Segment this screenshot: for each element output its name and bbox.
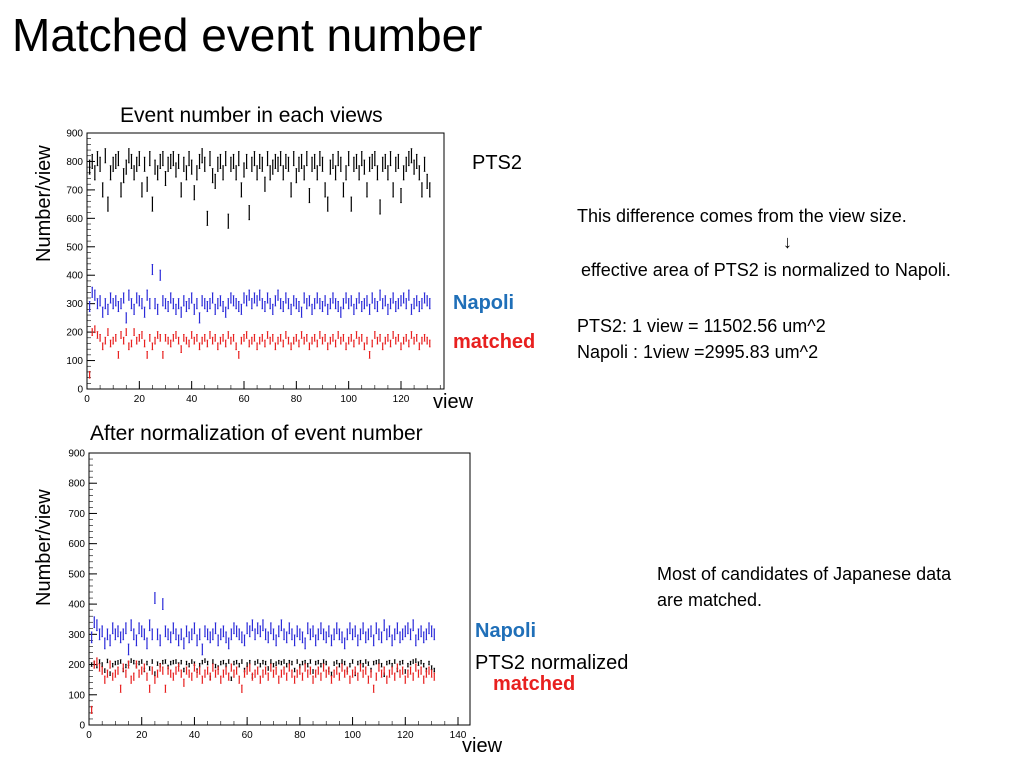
chart-1: 0 100 200 300 400 500 600 700 800 900 0 20 40 60 80 100…: [66, 129, 445, 405]
series-pts2: [88, 148, 431, 229]
y-tick-label: 800: [66, 157, 83, 168]
note-normalized: effective area of PTS2 is normalized to …: [581, 260, 951, 280]
bottom-legend-matched: matched: [493, 673, 576, 695]
x-tick-label: 0: [84, 394, 90, 405]
x-tick-label: 120: [393, 394, 410, 405]
y-tick-label: 700: [66, 185, 83, 196]
note-view-size: This difference comes from the view size…: [577, 206, 907, 226]
x-tick-label: 100: [344, 730, 361, 741]
bottom-legend-pts2-normalized: PTS2 normalized: [475, 652, 629, 674]
y-tick-label: 600: [68, 539, 85, 550]
top-plot-title: Event number in each views: [120, 104, 383, 127]
x-tick-label: 60: [242, 730, 254, 741]
bottom-plot-title: After normalization of event number: [90, 422, 423, 445]
series-napoli: [90, 592, 436, 656]
chart-2: 0 100 200 300 400 500 600 700 800 900 0 20 40 60 80 100…: [68, 449, 471, 741]
y-tick-label: 700: [68, 509, 85, 520]
x-tick-label: 40: [189, 730, 201, 741]
x-tick-label: 80: [291, 394, 303, 405]
note-candidates-line1: Most of candidates of Japanese data: [657, 564, 952, 584]
bottom-x-axis-label: view: [462, 735, 503, 757]
y-tick-label: 400: [68, 600, 85, 611]
y-tick-label: 200: [66, 328, 83, 339]
note-candidates-line2: are matched.: [657, 590, 763, 610]
y-tick-label: 0: [77, 385, 83, 396]
y-tick-label: 200: [68, 660, 85, 671]
y-tick-label: 300: [68, 630, 85, 641]
note-pts2-area: PTS2: 1 view = 11502.56 um^2: [577, 316, 826, 336]
plot-frame: [86, 132, 445, 390]
x-tick-label: 20: [134, 394, 146, 405]
y-tick-label: 900: [68, 449, 85, 460]
x-tick-label: 0: [86, 730, 92, 741]
y-tick-label: 100: [66, 356, 83, 367]
top-legend-matched: matched: [453, 331, 536, 353]
x-tick-label: 140: [450, 730, 467, 741]
bottom-legend-napoli: Napoli: [475, 620, 537, 642]
series-matched: [90, 657, 436, 714]
y-tick-label: 800: [68, 479, 85, 490]
y-tick-label: 500: [66, 242, 83, 253]
y-tick-label: 400: [66, 271, 83, 282]
series-napoli: [88, 264, 431, 324]
y-tick-label: 0: [79, 721, 85, 732]
x-tick-label: 20: [136, 730, 148, 741]
note-napoli-area: Napoli : 1view =2995.83 um^2: [577, 342, 819, 362]
x-tick-label: 40: [186, 394, 198, 405]
x-tick-label: 120: [397, 730, 414, 741]
y-tick-label: 500: [68, 569, 85, 580]
y-tick-label: 600: [66, 214, 83, 225]
y-tick-label: 900: [66, 129, 83, 140]
x-tick-label: 60: [238, 394, 250, 405]
y-tick-label: 100: [68, 690, 85, 701]
x-tick-label: 80: [294, 730, 306, 741]
page-title: Matched event number: [12, 9, 483, 61]
down-arrow-icon: ↓: [783, 232, 792, 252]
plot-frame: [88, 452, 471, 726]
x-tick-label: 100: [340, 394, 357, 405]
series-matched: [88, 325, 431, 379]
top-x-axis-label: view: [433, 391, 474, 413]
top-legend-napoli: Napoli: [453, 292, 515, 314]
y-tick-label: 300: [66, 299, 83, 310]
top-legend-pts2: PTS2: [472, 152, 523, 174]
